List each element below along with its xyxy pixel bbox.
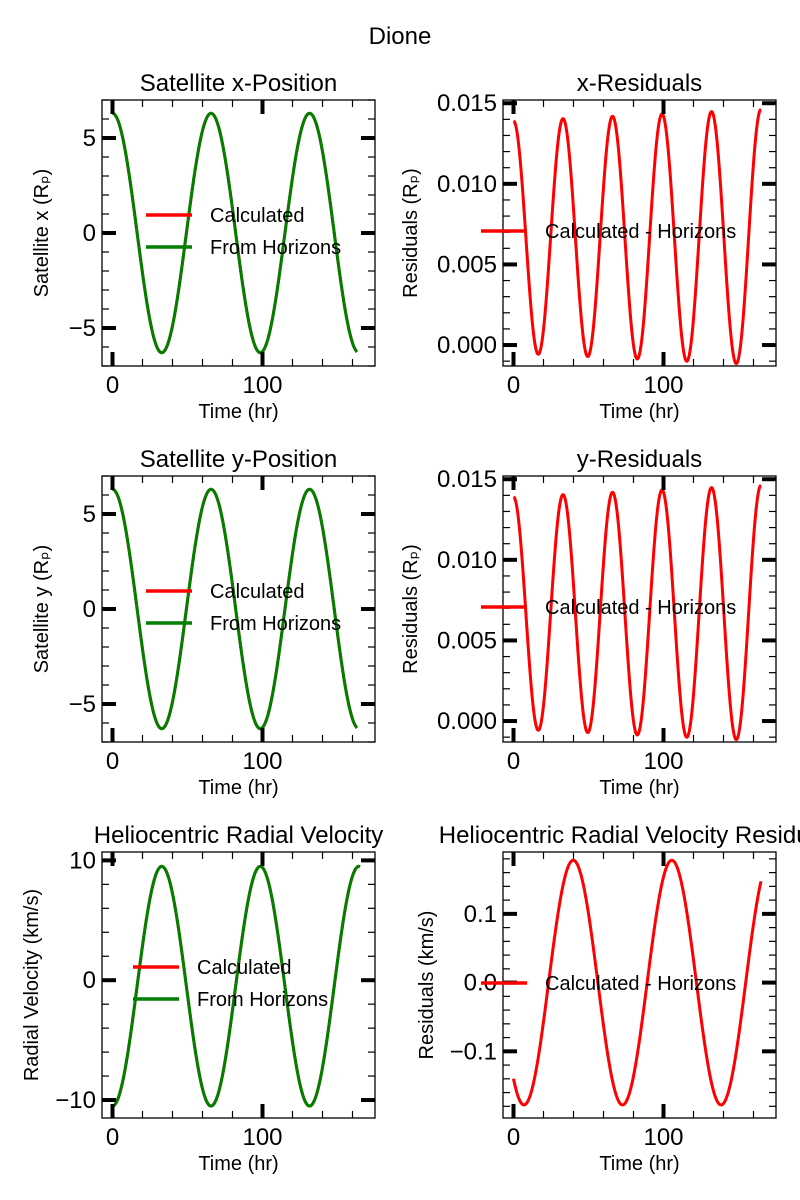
plot-frame [502, 851, 777, 1119]
panel-title: Heliocentric Radial Velocity [94, 822, 383, 849]
y-axis-label: Residuals (Rₚ) [400, 168, 422, 298]
x-tick-label: 0 [507, 748, 520, 775]
y-tick-label: 0.010 [437, 171, 497, 198]
y-tick-label: 0.015 [437, 466, 497, 493]
x-axis-label: Time (hr) [599, 777, 679, 799]
y-axis-label: Residuals (km/s) [416, 911, 438, 1060]
plot-frame [101, 851, 376, 1119]
y-axis-label: Residuals (Rₚ) [400, 544, 422, 674]
legend: Calculated - Horizons [481, 973, 736, 995]
x-axis-label: Time (hr) [599, 1153, 679, 1175]
panel-title: Satellite x-Position [140, 70, 337, 97]
chart-panel-1: 0 100 −5 0 5 Satellite x-Position Time (hr) Sat… [31, 70, 376, 423]
x-tick-label: 100 [242, 372, 282, 399]
x-tick-label: 0 [507, 1124, 520, 1151]
x-tick-label: 100 [643, 372, 683, 399]
x-tick-label: 100 [242, 1124, 282, 1151]
y-tick-label: 10 [69, 847, 96, 874]
y-tick-label: 0.1 [464, 901, 497, 928]
y-tick-label: 0.000 [437, 332, 497, 359]
x-tick-label: 100 [643, 1124, 683, 1151]
series-line-calculated-horizons [512, 108, 762, 366]
y-tick-label: −10 [55, 1087, 96, 1114]
legend-label: Calculated - Horizons [545, 597, 736, 619]
plot-frame [502, 99, 777, 367]
x-tick-label: 0 [106, 1124, 119, 1151]
y-tick-label: 0.005 [437, 251, 497, 278]
y-tick-label: 5 [83, 125, 96, 152]
x-axis-label: Time (hr) [198, 777, 278, 799]
plot-frame [502, 475, 777, 743]
y-tick-label: −5 [69, 691, 96, 718]
panel-title: Satellite y-Position [140, 446, 337, 473]
panel-title: y-Residuals [577, 446, 702, 473]
y-axis-label: Satellite x (Rₚ) [31, 169, 53, 298]
x-axis-label: Time (hr) [198, 401, 278, 423]
figure-suptitle: Dione [369, 23, 432, 50]
x-tick-label: 100 [643, 748, 683, 775]
legend-label: Calculated - Horizons [545, 973, 736, 995]
legend: Calculated - Horizons [481, 221, 736, 243]
legend-label: From Horizons [210, 237, 341, 259]
x-tick-label: 0 [106, 748, 119, 775]
legend-label: Calculated - Horizons [545, 221, 736, 243]
legend: Calculated From Horizons [146, 581, 341, 635]
y-tick-label: 0.015 [437, 90, 497, 117]
y-tick-label: −5 [69, 315, 96, 342]
series-line-from-horizons [111, 864, 361, 1108]
legend-label: Calculated [210, 205, 305, 227]
legend: Calculated - Horizons [481, 597, 736, 619]
x-tick-label: 0 [106, 372, 119, 399]
x-tick-label: 100 [242, 748, 282, 775]
y-axis-label: Radial Velocity (km/s) [21, 889, 43, 1081]
y-tick-label: 0 [83, 220, 96, 247]
legend-label: Calculated [197, 957, 292, 979]
legend-label: From Horizons [197, 989, 328, 1011]
y-tick-label: 5 [83, 501, 96, 528]
chart-panel-4: 0 100 0.000 0.005 0.010 0.015 y-Residuals Time … [400, 446, 777, 799]
x-axis-label: Time (hr) [599, 401, 679, 423]
legend-label: Calculated [210, 581, 305, 603]
series-line-from-horizons [111, 487, 359, 731]
chart-panel-2: 0 100 0.000 0.005 0.010 0.015 x-Residuals Time … [400, 70, 777, 423]
panel-title: x-Residuals [577, 70, 702, 97]
series-line-calculated-horizons [512, 484, 762, 742]
x-axis-label: Time (hr) [198, 1153, 278, 1175]
y-axis-label: Satellite y (Rₚ) [31, 545, 53, 674]
y-tick-label: 0.000 [437, 708, 497, 735]
series-line-from-horizons [111, 111, 359, 355]
y-tick-label: −0.1 [450, 1038, 497, 1065]
y-tick-label: 0 [83, 967, 96, 994]
x-tick-label: 0 [507, 372, 520, 399]
legend: Calculated From Horizons [146, 205, 341, 259]
legend-label: From Horizons [210, 613, 341, 635]
series-line-calculated-horizons [512, 858, 763, 1107]
y-tick-label: 0.005 [437, 627, 497, 654]
chart-panel-3: 0 100 −5 0 5 Satellite y-Position Time (hr) Sat… [31, 446, 376, 799]
panel-title: Heliocentric Radial Velocity Residuals [439, 822, 800, 849]
y-tick-label: 0 [83, 596, 96, 623]
legend: Calculated From Horizons [133, 957, 328, 1011]
y-tick-label: 0.010 [437, 547, 497, 574]
